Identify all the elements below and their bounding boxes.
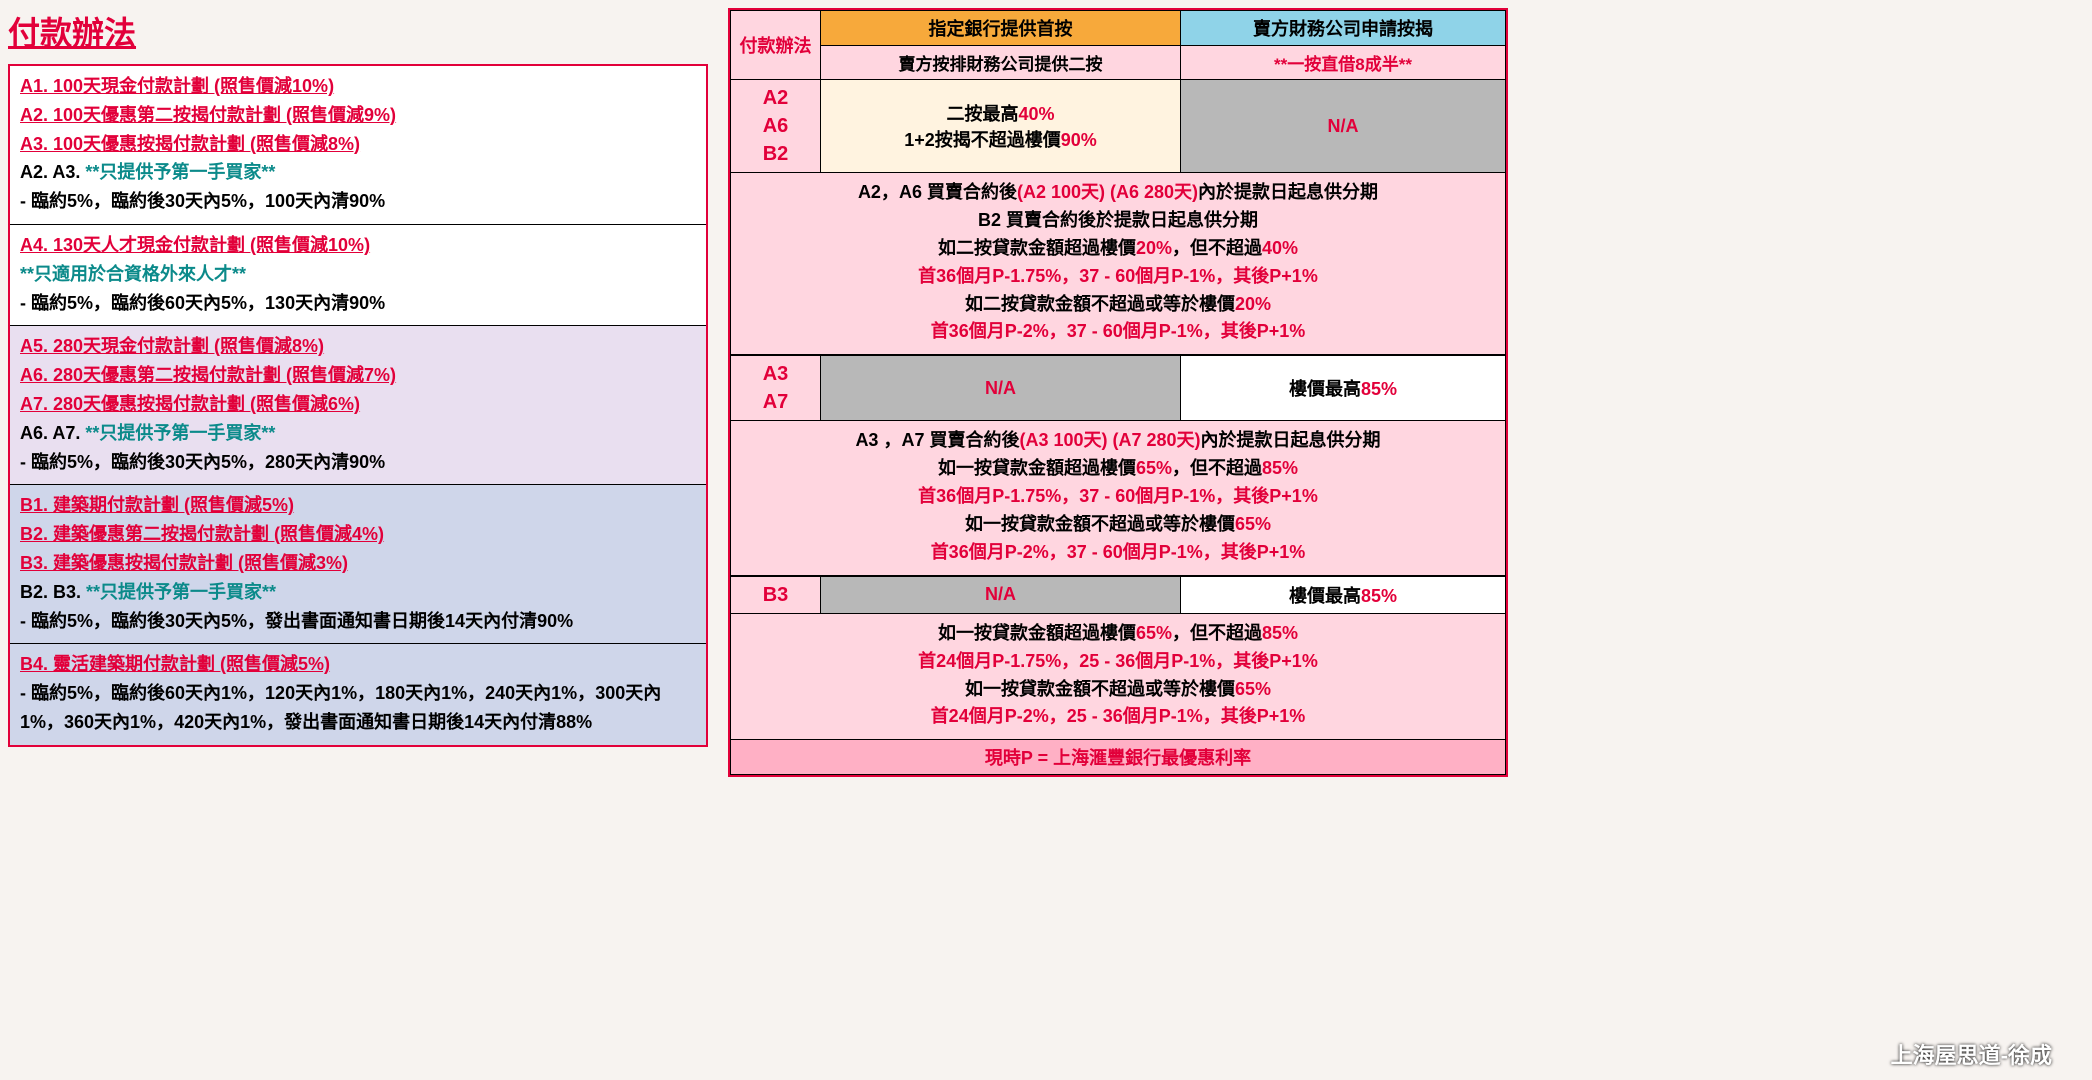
r2-right: 樓價最高85%: [1181, 356, 1506, 421]
r2-mid: N/A: [821, 356, 1181, 421]
mortgage-table-2: A3A7 N/A 樓價最高85%: [730, 355, 1506, 421]
detail-line: 首36個月P-2%，37 - 60個月P-1%，其後P+1%: [739, 318, 1497, 346]
detail-block-3: 如一按貸款金額超過樓價65%，但不超過85%首24個月P-1.75%，25 - …: [730, 614, 1506, 741]
plan-line: A5. 280天現金付款計劃 (照售價減8%): [20, 332, 696, 361]
footer-note: 現時P = 上海滙豐銀行最優惠利率: [730, 740, 1506, 775]
detail-line: 如二按貸款金額不超過或等於樓價20%: [739, 291, 1497, 319]
left-column: 付款辦法 A1. 100天現金付款計劃 (照售價減10%)A2. 100天優惠第…: [8, 8, 708, 777]
hdr-seller: 賣方財務公司申請按揭: [1181, 11, 1506, 46]
mortgage-table-3: B3 N/A 樓價最高85%: [730, 576, 1506, 614]
payment-schedule: - 臨約5%，臨約後30天內5%，280天內清90%: [20, 448, 696, 477]
plan-line: A6. 280天優惠第二按揭付款計劃 (照售價減7%): [20, 361, 696, 390]
detail-line: 如一按貸款金額不超過或等於樓價65%: [739, 511, 1497, 539]
plans-r1: A2A6B2: [731, 80, 821, 173]
hdr-seller-sub: **一按直借8成半**: [1181, 46, 1506, 80]
mortgage-table-box: 付款辦法 指定銀行提供首按 賣方財務公司申請按揭 賣方按排財務公司提供二按 **…: [728, 8, 1508, 777]
main-title: 付款辦法: [8, 8, 708, 54]
mortgage-table: 付款辦法 指定銀行提供首按 賣方財務公司申請按揭 賣方按排財務公司提供二按 **…: [730, 10, 1506, 173]
hdr-plan: 付款辦法: [731, 11, 821, 80]
detail-block-2: A3 ，A7 買賣合約後(A3 100天) (A7 280天)內於提款日起息供分…: [730, 421, 1506, 575]
plan-line: B3. 建築優惠按揭付款計劃 (照售價減3%): [20, 549, 696, 578]
payment-schedule: - 臨約5%，臨約後60天內1%，120天內1%，180天內1%，240天內1%…: [20, 679, 696, 737]
plan-note: B2. B3. **只提供予第一手買家**: [20, 578, 696, 607]
detail-line: B2 買賣合約後於提款日起息供分期: [739, 207, 1497, 235]
plan-line: A1. 100天現金付款計劃 (照售價減10%): [20, 72, 696, 101]
plan-section: A4. 130天人才現金付款計劃 (照售價減10%)**只適用於合資格外來人才*…: [10, 225, 706, 326]
right-column: 付款辦法 指定銀行提供首按 賣方財務公司申請按揭 賣方按排財務公司提供二按 **…: [728, 8, 1508, 777]
plans-r3: B3: [731, 576, 821, 613]
plan-section: A5. 280天現金付款計劃 (照售價減8%)A6. 280天優惠第二按揭付款計…: [10, 326, 706, 485]
plan-section: B4. 靈活建築期付款計劃 (照售價減5%)- 臨約5%，臨約後60天內1%，1…: [10, 644, 706, 744]
detail-line: 如一按貸款金額超過樓價65%，但不超過85%: [739, 455, 1497, 483]
plan-line: B1. 建築期付款計劃 (照售價減5%): [20, 491, 696, 520]
plan-line: B2. 建築優惠第二按揭付款計劃 (照售價減4%): [20, 520, 696, 549]
detail-line: 首36個月P-1.75%，37 - 60個月P-1%，其後P+1%: [739, 483, 1497, 511]
plan-note: A6. A7. **只提供予第一手買家**: [20, 419, 696, 448]
detail-line: 首36個月P-2%，37 - 60個月P-1%，其後P+1%: [739, 539, 1497, 567]
payment-plans-box: A1. 100天現金付款計劃 (照售價減10%)A2. 100天優惠第二按揭付款…: [8, 64, 708, 747]
plan-line: A7. 280天優惠按揭付款計劃 (照售價減6%): [20, 390, 696, 419]
plan-line: A2. 100天優惠第二按揭付款計劃 (照售價減9%): [20, 101, 696, 130]
watermark: 上海屋思道-徐成: [1891, 1038, 2052, 1070]
r1-mid: 二按最高40% 1+2按揭不超過樓價90%: [821, 80, 1181, 173]
detail-line: A3 ，A7 買賣合約後(A3 100天) (A7 280天)內於提款日起息供分…: [739, 427, 1497, 455]
detail-line: 首24個月P-2%，25 - 36個月P-1%，其後P+1%: [739, 703, 1497, 731]
detail-line: A2，A6 買賣合約後(A2 100天) (A6 280天)內於提款日起息供分期: [739, 179, 1497, 207]
payment-schedule: - 臨約5%，臨約後60天內5%，130天內清90%: [20, 289, 696, 318]
detail-block-1: A2，A6 買賣合約後(A2 100天) (A6 280天)內於提款日起息供分期…: [730, 173, 1506, 355]
r3-right: 樓價最高85%: [1181, 576, 1506, 613]
payment-schedule: - 臨約5%，臨約後30天內5%，100天內清90%: [20, 187, 696, 216]
plan-line: B4. 靈活建築期付款計劃 (照售價減5%): [20, 650, 696, 679]
plan-line: A3. 100天優惠按揭付款計劃 (照售價減8%): [20, 130, 696, 159]
hdr-bank: 指定銀行提供首按: [821, 11, 1181, 46]
payment-schedule: - 臨約5%，臨約後30天內5%，發出書面通知書日期後14天內付清90%: [20, 607, 696, 636]
plan-note: **只適用於合資格外來人才**: [20, 260, 696, 289]
plan-line: A4. 130天人才現金付款計劃 (照售價減10%): [20, 231, 696, 260]
r1-right: N/A: [1181, 80, 1506, 173]
plan-section: B1. 建築期付款計劃 (照售價減5%)B2. 建築優惠第二按揭付款計劃 (照售…: [10, 485, 706, 644]
detail-line: 如一按貸款金額超過樓價65%，但不超過85%: [739, 620, 1497, 648]
detail-line: 首36個月P-1.75%，37 - 60個月P-1%，其後P+1%: [739, 263, 1497, 291]
plan-section: A1. 100天現金付款計劃 (照售價減10%)A2. 100天優惠第二按揭付款…: [10, 66, 706, 225]
detail-line: 首24個月P-1.75%，25 - 36個月P-1%，其後P+1%: [739, 648, 1497, 676]
detail-line: 如一按貸款金額不超過或等於樓價65%: [739, 676, 1497, 704]
detail-line: 如二按貸款金額超過樓價20%，但不超過40%: [739, 235, 1497, 263]
plans-r2: A3A7: [731, 356, 821, 421]
page: 付款辦法 A1. 100天現金付款計劃 (照售價減10%)A2. 100天優惠第…: [8, 8, 2084, 777]
hdr-bank-sub: 賣方按排財務公司提供二按: [821, 46, 1181, 80]
plan-note: A2. A3. **只提供予第一手買家**: [20, 158, 696, 187]
r3-mid: N/A: [821, 576, 1181, 613]
